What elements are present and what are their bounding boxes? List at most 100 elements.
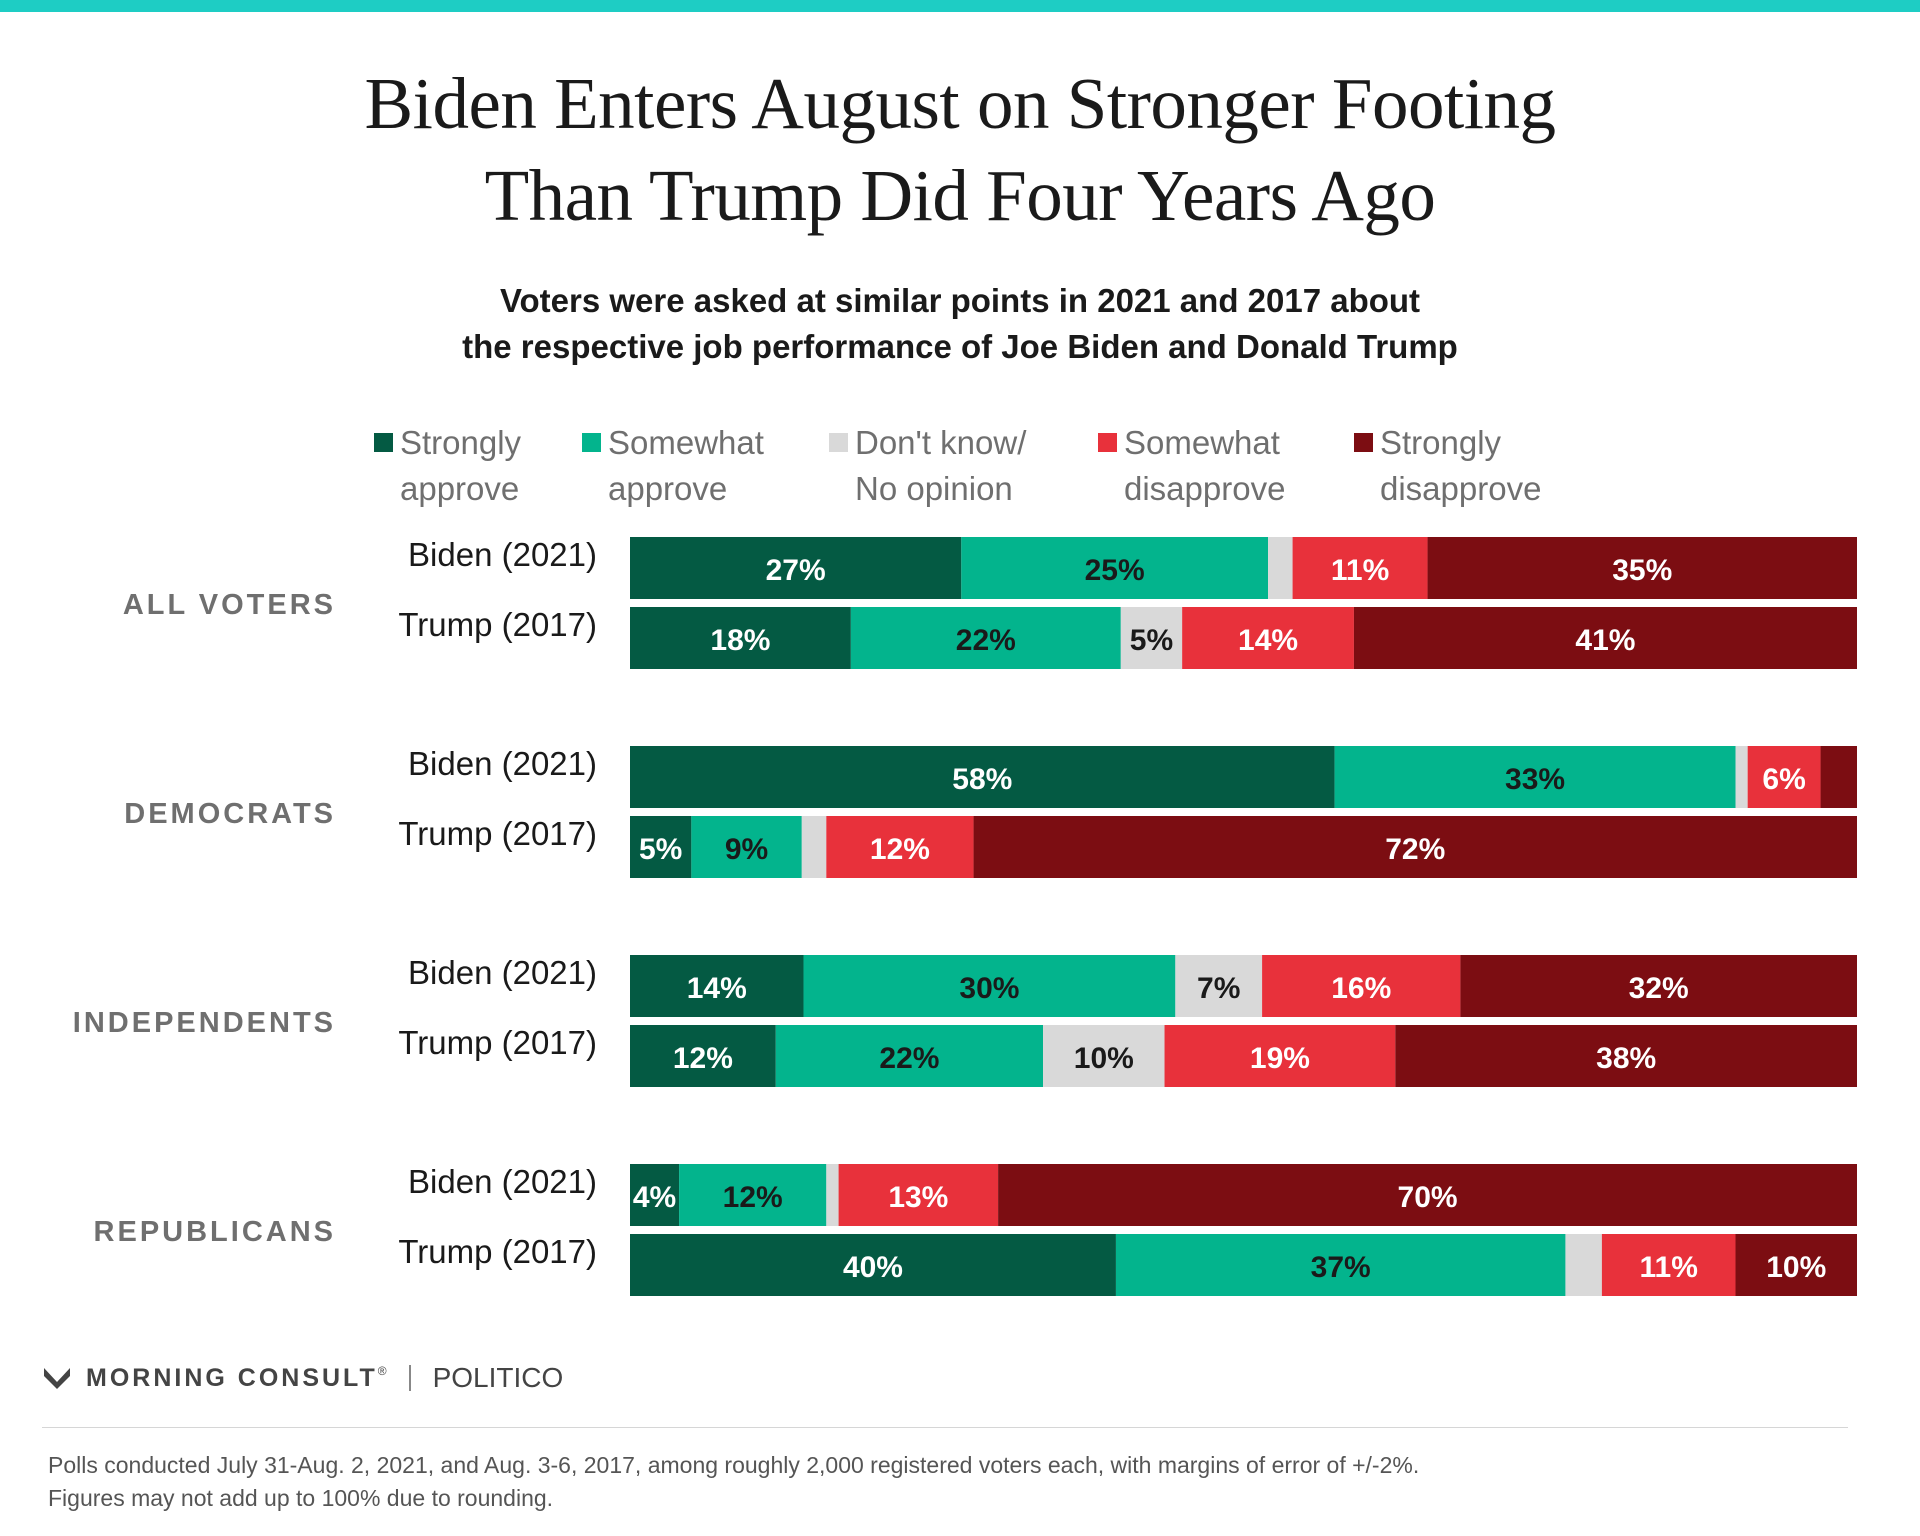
data-label: 6%	[1762, 763, 1805, 796]
logo-divider	[408, 1365, 411, 1391]
data-label: 11%	[1640, 1251, 1698, 1284]
legend-item-dont-know: Don't know/ No opinion	[829, 420, 1026, 512]
bar-segment	[630, 1164, 680, 1226]
row-label: Biden (2021)	[408, 536, 597, 573]
bar-segment	[1334, 746, 1736, 808]
legend-label-line-2: disapprove	[1380, 470, 1542, 507]
bar-segment	[961, 537, 1269, 599]
legend-label-line-2: disapprove	[1124, 470, 1286, 507]
bar-segment	[679, 1164, 827, 1226]
bar-segment	[826, 1164, 839, 1226]
legend-label-line-1: Somewhat	[1124, 424, 1280, 461]
data-label: 38%	[1596, 1042, 1656, 1075]
data-label: 12%	[870, 833, 930, 866]
data-label: 27%	[766, 554, 826, 587]
bar-segment	[803, 955, 1176, 1017]
data-label: 14%	[687, 972, 747, 1005]
data-label: 58%	[952, 763, 1012, 796]
bar-segment	[1820, 746, 1857, 808]
data-label: 18%	[710, 624, 770, 657]
politico-logo-text: POLITICO	[432, 1362, 564, 1393]
legend-swatch	[1098, 433, 1117, 452]
data-label: 25%	[1085, 554, 1145, 587]
bar-segment	[1262, 955, 1461, 1017]
data-label: 10%	[1074, 1042, 1134, 1075]
bar-segment	[630, 537, 962, 599]
legend-item-strongly-disapprove: Strongly disapprove	[1354, 420, 1541, 512]
legend-label-line-1: Strongly	[400, 424, 522, 461]
legend-label: Strongly approve	[400, 420, 521, 512]
data-label: 13%	[888, 1181, 948, 1214]
legend-swatch	[374, 433, 393, 452]
legend-swatch	[582, 433, 601, 452]
legend-item-somewhat-approve: Somewhat approve	[582, 420, 764, 512]
legend-label-line-1: Don't know/	[855, 424, 1027, 461]
bar-segment	[691, 816, 802, 878]
data-label: 22%	[879, 1042, 939, 1075]
accent-stripe	[0, 0, 1920, 12]
data-label: 72%	[1385, 833, 1445, 866]
data-label: 30%	[959, 972, 1019, 1005]
bar-segment	[1565, 1234, 1602, 1296]
chart-title-line-2: Than Trump Did Four Years Ago	[484, 155, 1436, 236]
bar-segment	[973, 816, 1857, 878]
bar-segment	[1043, 1025, 1165, 1087]
legend-swatch	[829, 433, 848, 452]
data-label: 33%	[1505, 763, 1565, 796]
row-label: Biden (2021)	[408, 745, 597, 782]
bar-segment	[998, 1164, 1857, 1226]
bar-segment	[630, 607, 851, 669]
bar-segment	[1353, 607, 1857, 669]
data-label: 70%	[1398, 1181, 1458, 1214]
data-label: 35%	[1612, 554, 1672, 587]
bar-segment	[1747, 746, 1821, 808]
bar-segment	[1735, 1234, 1857, 1296]
row-label: Trump (2017)	[398, 606, 597, 643]
row-label: Trump (2017)	[398, 1024, 597, 1061]
data-label: 7%	[1197, 972, 1240, 1005]
data-label: 40%	[843, 1251, 903, 1284]
bar-segment	[1601, 1234, 1736, 1296]
group-label: REPUBLICANS	[94, 1216, 336, 1248]
bar-segment	[1735, 746, 1748, 808]
row-label: Trump (2017)	[398, 1233, 597, 1270]
footnote: Polls conducted July 31-Aug. 2, 2021, an…	[48, 1449, 1419, 1515]
row-label: Biden (2021)	[408, 954, 597, 991]
chart-subtitle-line-2: the respective job performance of Joe Bi…	[462, 328, 1458, 365]
footnote-line-1: Polls conducted July 31-Aug. 2, 2021, an…	[48, 1452, 1420, 1478]
bar-segment	[630, 1025, 776, 1087]
row-label: Trump (2017)	[398, 815, 597, 852]
legend-swatch	[1354, 433, 1373, 452]
data-label: 5%	[1130, 624, 1173, 657]
group-label: DEMOCRATS	[124, 798, 336, 830]
legend-label-line-1: Somewhat	[608, 424, 764, 461]
data-label: 12%	[673, 1042, 733, 1075]
bar-segment	[775, 1025, 1044, 1087]
morning-consult-logo-text: MORNING CONSULT	[86, 1363, 378, 1392]
bar-segment	[838, 1164, 999, 1226]
group-label: INDEPENDENTS	[73, 1007, 336, 1039]
legend-label: Don't know/ No opinion	[855, 420, 1026, 512]
data-label: 16%	[1331, 972, 1391, 1005]
chart-subtitle-line-1: Voters were asked at similar points in 2…	[499, 282, 1421, 319]
bar-segment	[850, 607, 1121, 669]
legend-label-line-2: approve	[608, 470, 728, 507]
bar-segment	[1175, 955, 1263, 1017]
bar-segment	[1427, 537, 1857, 599]
legend-label-line-2: approve	[400, 470, 520, 507]
bar-segment	[1292, 537, 1428, 599]
chart-title-line-1: Biden Enters August on Stronger Footing	[364, 63, 1556, 144]
data-label: 11%	[1331, 554, 1389, 587]
data-label: 10%	[1766, 1251, 1826, 1284]
group-label: ALL VOTERS	[123, 589, 336, 621]
chart-title: Biden Enters August on Stronger Footing …	[0, 58, 1920, 242]
bar-segment	[630, 746, 1335, 808]
legend-label: Somewhat approve	[608, 420, 764, 512]
data-label: 4%	[633, 1181, 676, 1214]
footer-divider	[42, 1427, 1848, 1428]
data-label: 37%	[1311, 1251, 1371, 1284]
bar-segment	[1120, 607, 1183, 669]
bar-segment	[826, 816, 974, 878]
data-label: 41%	[1575, 624, 1635, 657]
